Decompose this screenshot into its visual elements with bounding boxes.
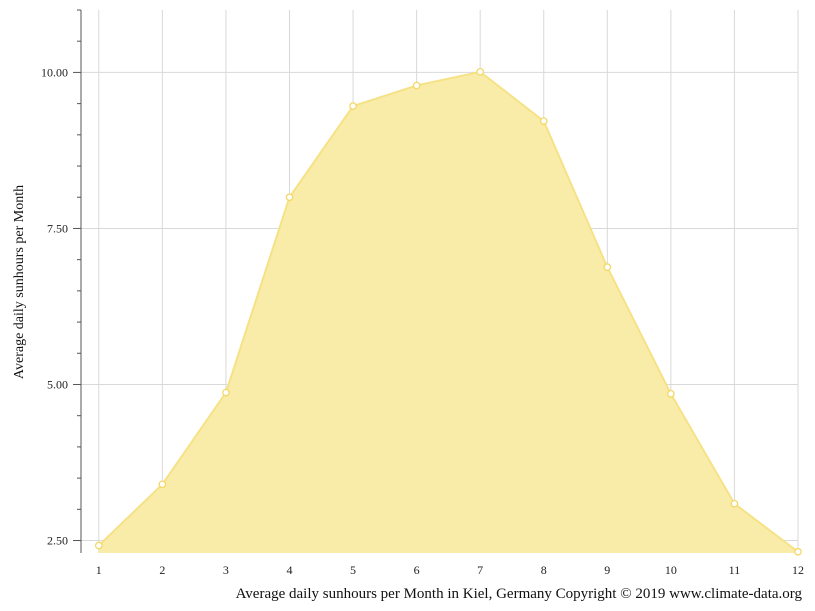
x-tick-label: 2	[159, 563, 165, 577]
data-point	[476, 67, 485, 76]
y-tick-label: 7.50	[47, 221, 68, 235]
x-tick-labels: 1 2 3 4 5 6 7 8 9 10 11 12	[96, 563, 804, 577]
y-axis-title: Average daily sunhours per Month	[12, 185, 27, 379]
data-point	[794, 547, 802, 556]
y-tick-label: 2.50	[47, 534, 68, 548]
series-line	[98, 70, 799, 553]
x-tick-label: 4	[286, 563, 292, 577]
area-fill	[98, 71, 799, 553]
x-tick-label: 11	[729, 563, 741, 577]
data-point	[94, 541, 103, 550]
y-tick-label: 10.00	[41, 65, 68, 79]
data-point	[412, 81, 421, 90]
x-tick-label: 6	[414, 563, 420, 577]
data-point	[349, 102, 357, 110]
chart-caption: Average daily sunhours per Month in Kiel…	[236, 586, 803, 602]
x-tick-label: 12	[792, 563, 804, 577]
x-tick-label: 3	[223, 563, 229, 577]
y-tick-labels: 10.00 7.50 5.00 2.50	[41, 65, 68, 547]
x-tick-label: 7	[477, 563, 483, 577]
data-point	[285, 193, 294, 202]
y-axis	[73, 9, 82, 553]
x-tick-label: 9	[604, 563, 610, 577]
data-point	[222, 388, 230, 397]
data-point	[158, 480, 167, 489]
data-point	[730, 499, 739, 508]
x-tick-label: 8	[541, 563, 547, 577]
x-tick-label: 1	[96, 563, 102, 577]
x-tick-label: 10	[665, 563, 677, 577]
data-markers	[94, 67, 802, 556]
data-point	[539, 117, 548, 125]
data-point	[603, 263, 612, 271]
x-tick-label: 5	[350, 563, 356, 577]
data-point	[667, 389, 675, 398]
y-tick-label: 5.00	[47, 377, 68, 391]
